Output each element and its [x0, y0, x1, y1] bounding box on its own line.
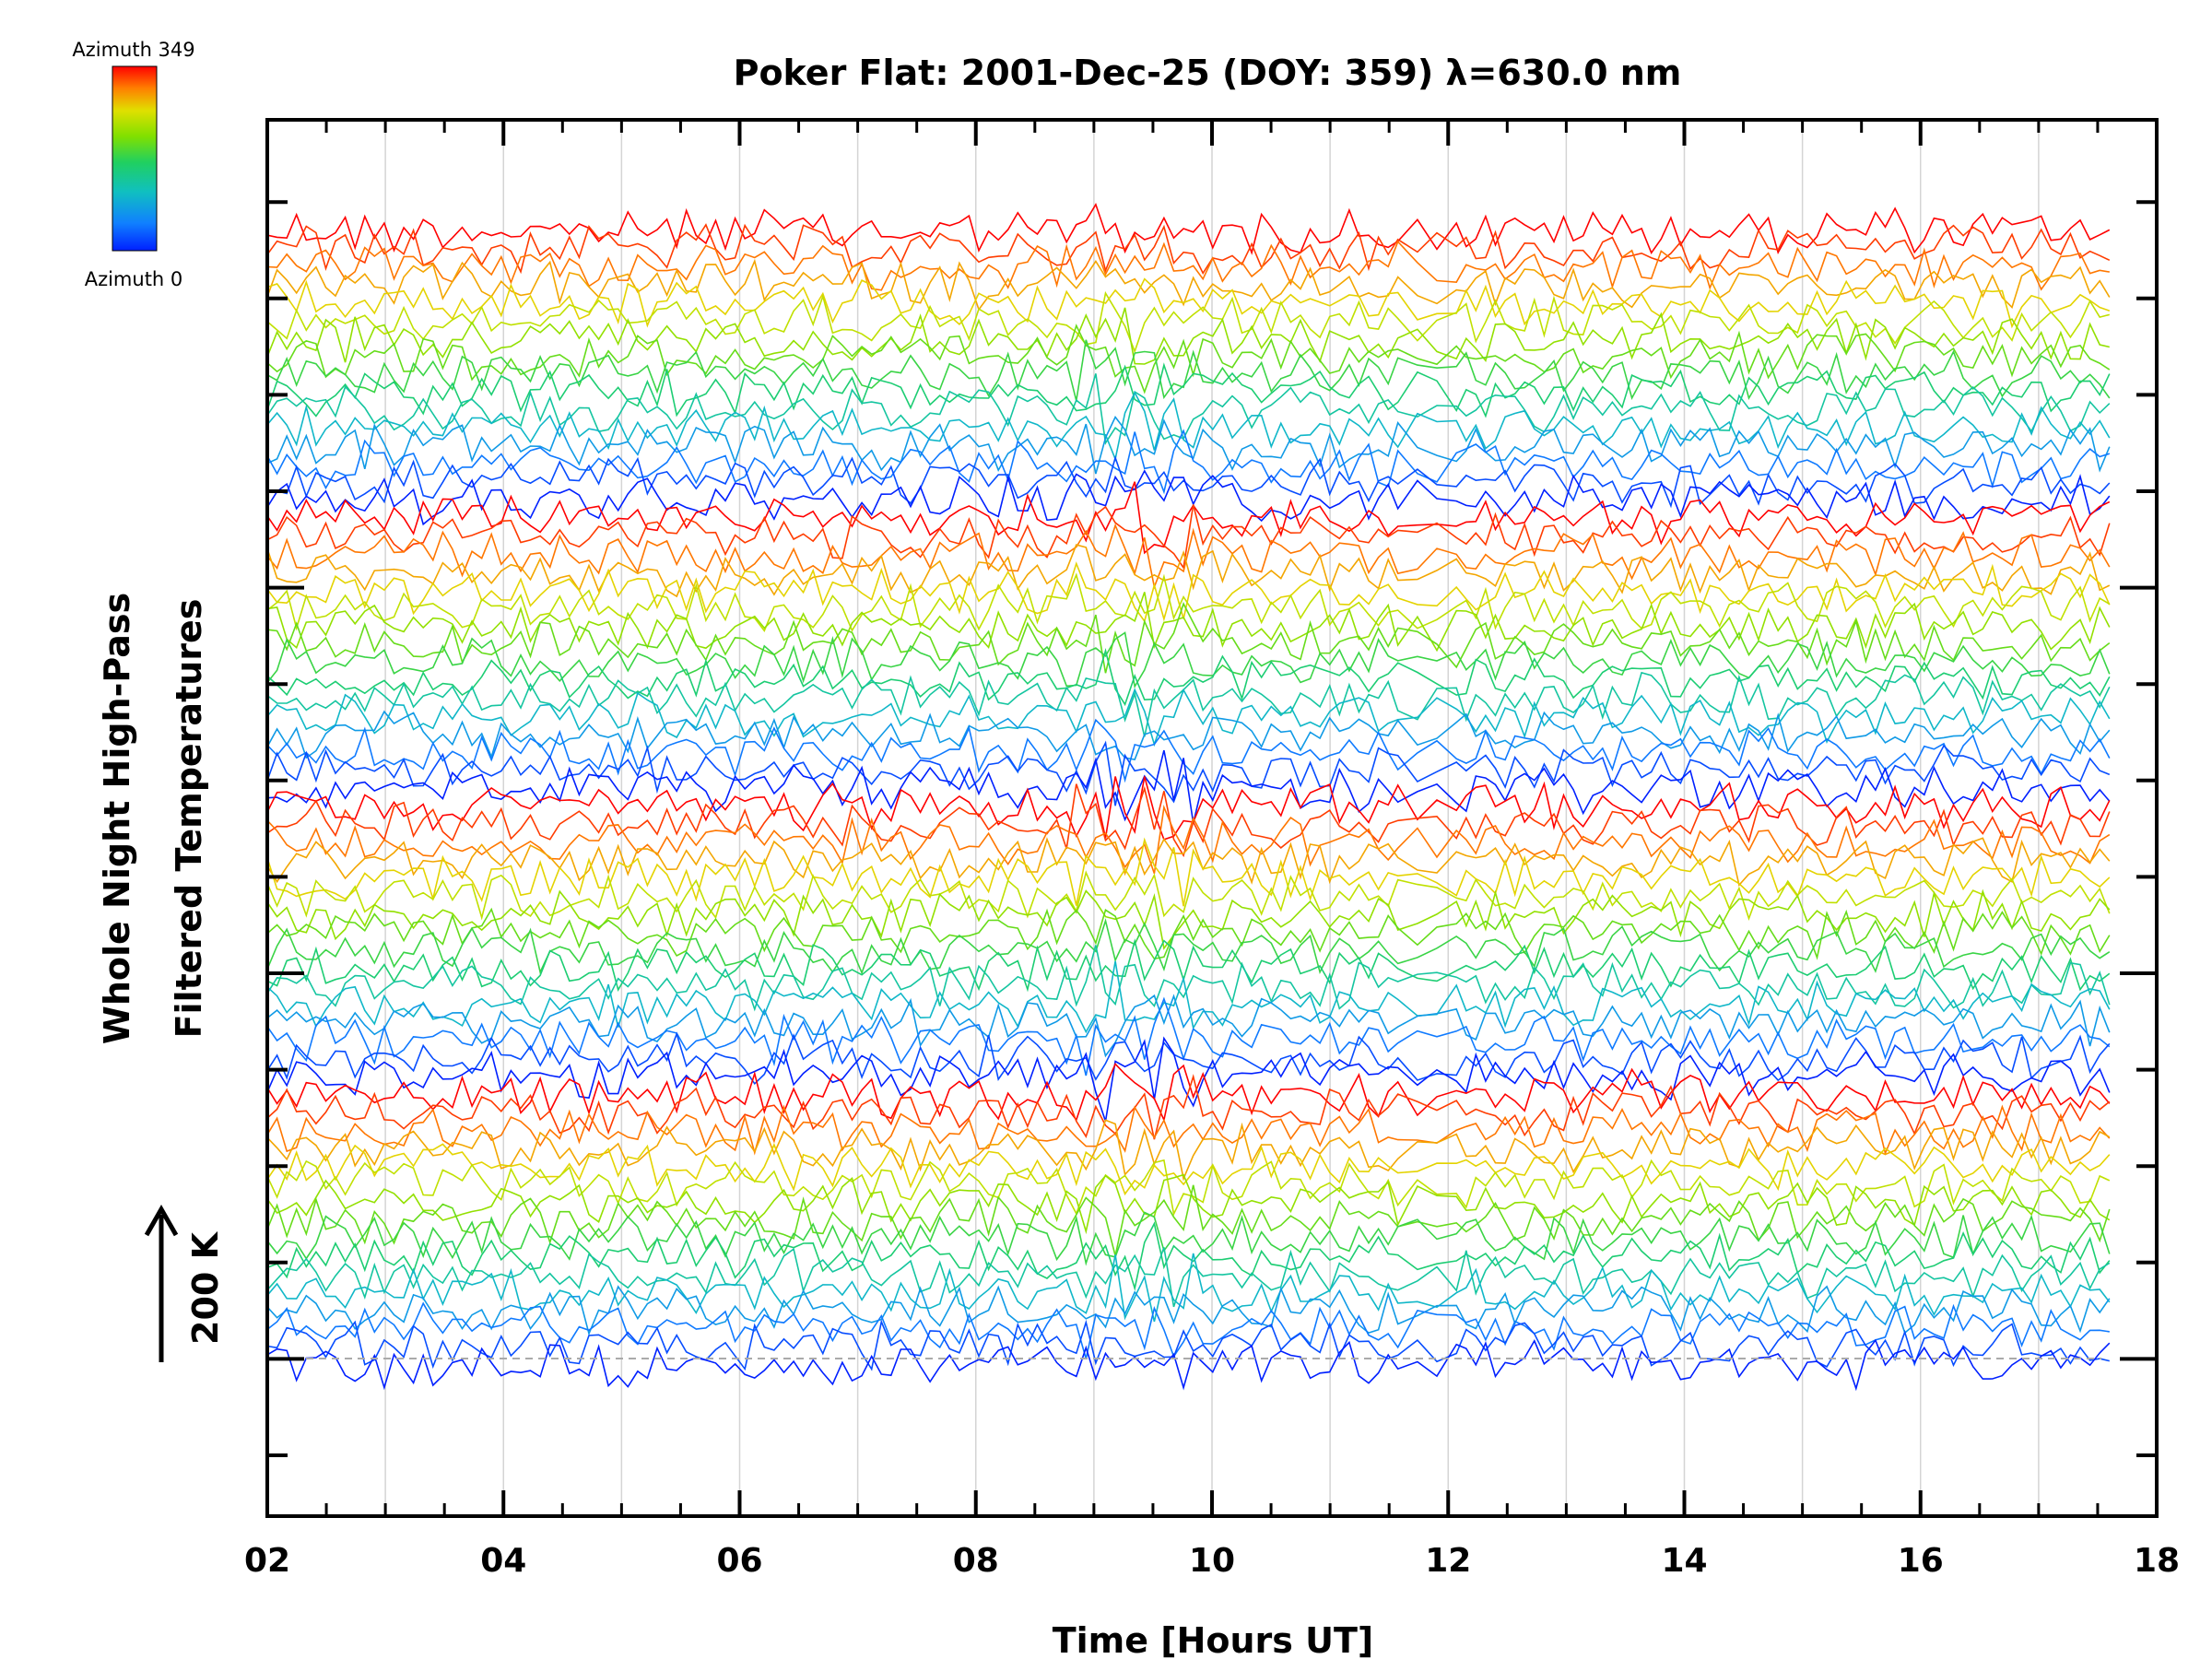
- temperature-trace: [267, 648, 2111, 707]
- temperature-trace: [267, 391, 2111, 462]
- temperature-trace: [267, 1159, 2111, 1217]
- temperature-trace: [267, 837, 2111, 907]
- temperature-trace: [267, 945, 2111, 1012]
- x-tick-label: 02: [244, 1542, 290, 1580]
- temperature-trace: [267, 783, 2111, 858]
- temperature-trace: [267, 1301, 2110, 1359]
- temperature-trace: [267, 481, 2111, 555]
- temperature-trace: [267, 290, 2110, 354]
- temperature-trace: [267, 718, 2111, 783]
- temperature-trace: [267, 362, 2111, 418]
- x-axis-label: Time [Hours UT]: [1053, 1620, 1374, 1659]
- temperature-trace: [267, 749, 2111, 824]
- colorbar-gradient: [112, 65, 158, 252]
- temperature-trace: [267, 602, 2111, 674]
- temperature-trace: [267, 572, 2111, 632]
- temperature-trace: [267, 837, 2111, 887]
- colorbar-top-label: Azimuth 349: [72, 39, 194, 61]
- temperature-trace: [267, 631, 2111, 689]
- temperature-trace: [267, 1143, 2111, 1196]
- temperature-trace: [267, 307, 2110, 365]
- temperature-trace: [267, 1221, 2111, 1291]
- temperature-trace: [267, 240, 2110, 291]
- colorbar-bottom-label: Azimuth 0: [85, 268, 183, 290]
- temperature-trace: [267, 223, 2111, 276]
- temperature-trace: [267, 870, 2111, 921]
- temperature-trace: [267, 1104, 2111, 1156]
- y-axis-label-line1: Whole Night High-Pass: [97, 593, 137, 1044]
- x-tick-label: 10: [1189, 1542, 1235, 1580]
- temperature-trace: [267, 710, 2111, 761]
- x-tick-label: 06: [716, 1542, 762, 1580]
- temperature-trace: [267, 907, 2111, 960]
- temperature-trace: [267, 996, 2111, 1077]
- temperature-trace: [267, 544, 2111, 598]
- temperature-trace: [267, 994, 2111, 1058]
- temperature-trace: [267, 1253, 2111, 1323]
- temperature-trace: [267, 324, 2111, 394]
- chart-title: Poker Flat: 2001-Dec-25 (DOY: 359) λ=630…: [734, 53, 1682, 93]
- temperature-trace: [267, 1074, 2111, 1140]
- temperature-trace: [267, 1285, 2111, 1336]
- temperature-trace: [267, 1173, 2111, 1235]
- temperature-trace: [267, 918, 2111, 975]
- x-tick-label: 08: [953, 1542, 999, 1580]
- x-tick-label: 14: [1661, 1542, 1707, 1580]
- colorbar: Azimuth 349 Azimuth 0: [72, 39, 194, 290]
- temperature-trace: [267, 339, 2111, 401]
- temperature-trace: [267, 415, 2111, 475]
- axis-ticks: [265, 120, 2159, 1516]
- temperature-trace: [267, 504, 2111, 571]
- temperature-trace: [267, 592, 2111, 653]
- temperature-trace: [267, 740, 2111, 806]
- temperature-trace: [267, 1036, 2111, 1122]
- temperature-trace: [267, 429, 2111, 495]
- temperature-trace: [267, 1062, 2111, 1123]
- temperature-trace: [267, 1319, 2110, 1371]
- x-tick-label: 18: [2134, 1542, 2180, 1580]
- temperature-trace: [267, 671, 2111, 737]
- temperature-trace: [267, 938, 2111, 993]
- temperature-trace: [267, 455, 2111, 509]
- temperature-trace: [267, 1184, 2111, 1256]
- x-tick-label: 04: [480, 1542, 526, 1580]
- temperature-trace: [267, 561, 2111, 623]
- temperature-traces: [267, 203, 2111, 1392]
- temperature-trace: [267, 1119, 2111, 1182]
- x-tick-labels: 02 04 06 08 10 12 14 16 18: [244, 1542, 2180, 1580]
- temperature-trace: [267, 1338, 2111, 1392]
- x-tick-label: 16: [1898, 1542, 1944, 1580]
- scale-label: 200 K: [185, 1230, 226, 1345]
- temperature-trace: [267, 258, 2111, 312]
- y-axis-label-line2: Filtered Temperatures: [169, 599, 209, 1039]
- temperature-trace: [267, 1211, 2111, 1266]
- temperature-trace: [267, 203, 2111, 255]
- temperature-trace: [267, 469, 2111, 526]
- x-tick-label: 12: [1425, 1542, 1471, 1580]
- temperature-trace: [267, 523, 2111, 590]
- temperature-trace: [267, 277, 2111, 329]
- temperature-trace: [267, 805, 2111, 875]
- temperature-trace: [267, 373, 2111, 445]
- scale-arrow: [144, 1204, 179, 1362]
- temperature-trace: [267, 688, 2111, 747]
